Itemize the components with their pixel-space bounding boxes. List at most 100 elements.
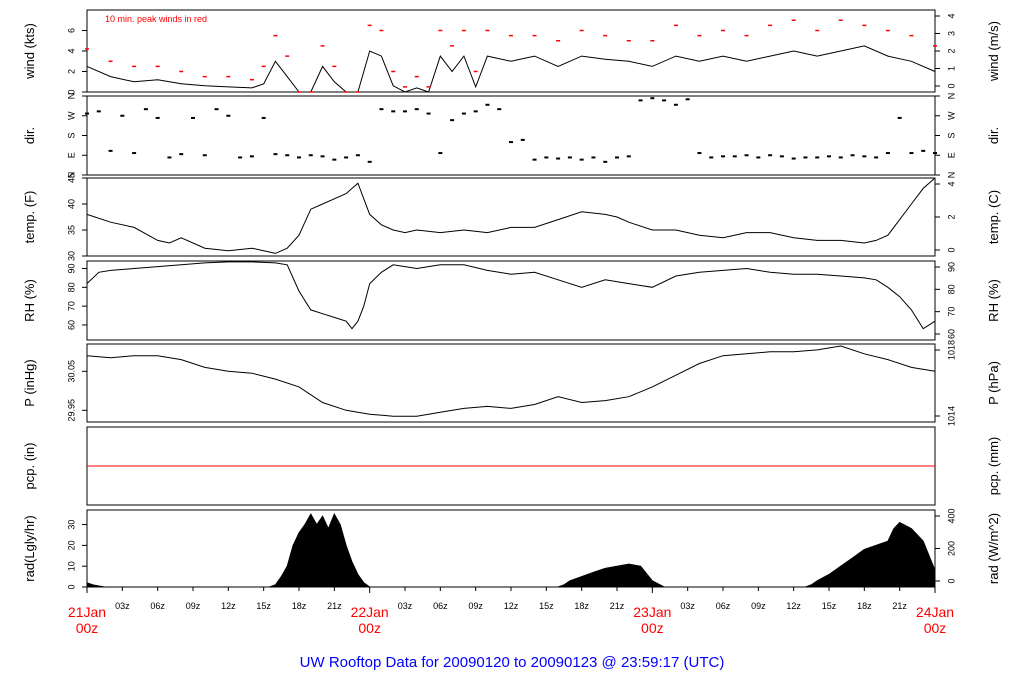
wind-right-tick-label: 3 (946, 31, 956, 36)
dir-point (391, 110, 396, 113)
temp-right-tick-label: 0 (946, 247, 956, 252)
dir-point (838, 156, 843, 159)
dir-right-label: dir. (986, 127, 1001, 144)
rh-left-tick-label: 80 (66, 282, 76, 292)
rh-left-tick-label: 70 (66, 301, 76, 311)
dir-point (638, 99, 643, 102)
dir-point (108, 149, 113, 152)
hour-tick-label: 15z (539, 601, 554, 611)
dir-point (815, 156, 820, 159)
dir-left-tick-label: W (66, 111, 76, 120)
dir-frame (86, 95, 936, 176)
hour-tick-label: 09z (468, 601, 483, 611)
dir-point (933, 152, 937, 155)
pressure-right-label: P (hPa) (986, 361, 1001, 405)
date-tick-hour: 00z (641, 620, 664, 636)
dir-right-tick-label: S (946, 132, 956, 138)
dir-right-tick-label: N (946, 93, 956, 100)
date-tick-hour: 00z (924, 620, 947, 636)
pressure-right-tick-label: 1014 (946, 406, 956, 426)
rh-right-tick-label: 70 (946, 307, 956, 317)
dir-point (662, 99, 667, 102)
date-tick-label: 24Jan (916, 604, 954, 620)
wind-annotation: 10 min. peak winds in red (105, 14, 207, 24)
dir-point (285, 154, 290, 157)
rh-left-label: RH (%) (22, 279, 37, 322)
dir-right-tick-label: E (946, 152, 956, 158)
panel-dir: dir. dir. N E S W N N E S W N (22, 93, 1001, 179)
wind-left-tick-label: 0 (66, 89, 76, 94)
wind-left-tick-label: 2 (66, 69, 76, 74)
dir-point (909, 152, 914, 155)
dir-point (768, 154, 773, 157)
date-tick-hour: 00z (358, 620, 381, 636)
wind-right-tick-label: 0 (946, 83, 956, 88)
wind-frame (86, 9, 936, 93)
dir-point (202, 154, 207, 157)
dir-point (791, 157, 796, 160)
pressure-left-label: P (inHg) (22, 359, 37, 406)
dir-point (567, 156, 572, 159)
pressure-frame (86, 343, 936, 423)
dir-left-tick-label: N (66, 93, 76, 100)
temp-right-tick-label: 4 (946, 181, 956, 186)
dir-point (355, 154, 360, 157)
radiation-right-tick-label: 0 (946, 578, 956, 583)
panel-pressure: P (inHg) P (hPa) 29.95 30.05 1014 1018 (22, 340, 1001, 426)
dir-point (367, 160, 372, 163)
radiation-left-label: rad(Lgly/hr) (22, 515, 37, 581)
rh-right-tick-label: 80 (946, 284, 956, 294)
rh-left-tick-label: 90 (66, 264, 76, 274)
wind-left-tick-label: 6 (66, 28, 76, 33)
hour-tick-label: 21z (610, 601, 625, 611)
panel-temp: temp. (F) temp. (C) 30 35 40 45 0 2 4 (22, 173, 1001, 261)
dir-left-tick-label: S (66, 132, 76, 138)
pressure-left-tick-label: 30.05 (66, 360, 76, 383)
radiation-right-tick-label: 200 (946, 541, 956, 556)
dir-point (744, 154, 749, 157)
dir-point (320, 155, 325, 158)
dir-point (438, 152, 443, 155)
hour-tick-label: 06z (150, 601, 165, 611)
dir-right-tick-label: N (946, 172, 956, 179)
dir-point (226, 114, 231, 117)
temp-line (86, 177, 936, 254)
hour-tick-label: 18z (574, 601, 589, 611)
dir-point (509, 141, 513, 144)
date-tick-label: 23Jan (633, 604, 671, 620)
dir-left-label: dir. (22, 127, 37, 144)
pressure-right-tick-label: 1018 (946, 340, 956, 360)
panel-precip: pcp. (in) pcp. (mm) (22, 426, 1001, 506)
date-tick-hour: 00z (76, 620, 99, 636)
dir-point (473, 110, 478, 113)
dir-point (885, 152, 890, 155)
time-axis: 03z 06z 09z 12z 15z 18z 21z 03z 06z 09z 12z 15z 18z 2… (68, 587, 954, 636)
dir-point (779, 155, 784, 158)
hour-tick-label: 12z (504, 601, 519, 611)
radiation-right-label: rad (W/m^2) (986, 513, 1001, 584)
radiation-right-tick-label: 400 (946, 508, 956, 523)
hour-tick-label: 12z (786, 601, 801, 611)
hour-tick-label: 03z (680, 601, 695, 611)
dir-point (591, 156, 596, 159)
pressure-line (86, 345, 936, 417)
dir-left-tick-label: N (66, 172, 76, 179)
rh-line (86, 261, 936, 330)
dir-point (132, 152, 137, 155)
dir-point (261, 116, 266, 119)
dir-point (214, 108, 219, 111)
dir-point (626, 155, 631, 158)
dir-point (544, 156, 549, 159)
dir-point (697, 152, 702, 155)
dir-point (344, 156, 349, 159)
wind-right-tick-label: 4 (946, 13, 956, 18)
date-tick-label: 21Jan (68, 604, 106, 620)
rh-right-tick-label: 90 (946, 262, 956, 272)
rh-frame (86, 260, 936, 341)
dir-point (520, 138, 525, 141)
radiation-left-tick-label: 20 (66, 540, 76, 550)
dir-right-tick-label: W (946, 111, 956, 120)
dir-point (874, 156, 879, 159)
